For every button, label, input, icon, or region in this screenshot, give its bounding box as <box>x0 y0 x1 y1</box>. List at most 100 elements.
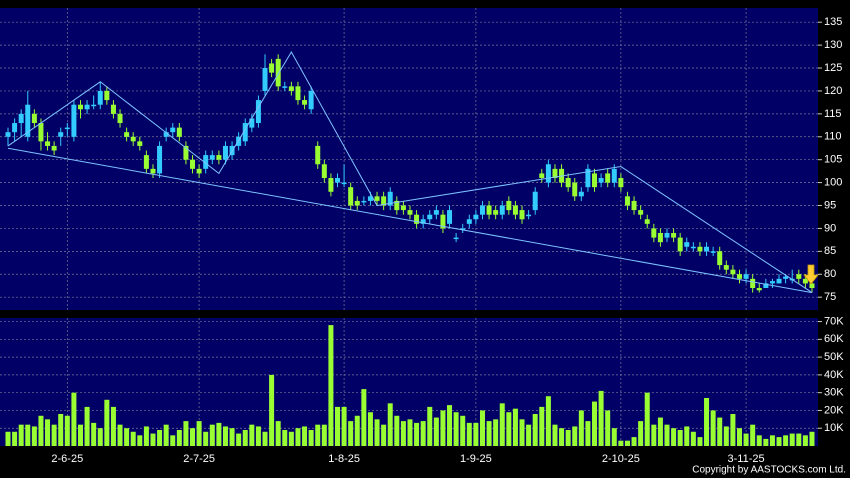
candle-body <box>460 228 466 230</box>
candle-body <box>539 173 545 179</box>
volume-bar <box>12 431 18 446</box>
volume-bar <box>203 431 209 446</box>
volume-bar <box>750 424 756 446</box>
volume-bar <box>783 435 789 446</box>
candle-body <box>519 210 525 220</box>
volume-bar <box>552 424 558 446</box>
volume-bar <box>664 424 670 446</box>
volume-bar <box>565 430 571 446</box>
candle-body <box>117 113 123 124</box>
volume-bar <box>374 419 380 446</box>
volume-bar <box>137 435 143 446</box>
candle-body <box>618 178 624 188</box>
volume-bar <box>71 392 77 446</box>
candle-body <box>479 205 485 215</box>
volume-bar <box>400 421 406 446</box>
y-tick-label: 120 <box>824 85 842 97</box>
candle-body <box>526 214 532 217</box>
candle-body <box>532 191 538 211</box>
x-tick-label: 2-10-25 <box>602 453 640 465</box>
candle-body <box>84 104 90 110</box>
y-tick-label: 40K <box>824 369 844 381</box>
candle-body <box>704 246 710 252</box>
candle-body <box>447 210 453 224</box>
candle-body <box>288 86 294 91</box>
volume-bar <box>796 433 802 446</box>
volume-bar <box>367 412 373 446</box>
candle-body <box>387 191 393 206</box>
y-tick-label: 95 <box>824 199 836 211</box>
candle-body <box>750 278 756 289</box>
y-tick-label: 20K <box>824 404 844 416</box>
volume-bar <box>157 430 163 446</box>
candle-body <box>638 210 644 215</box>
volume-bar <box>183 421 189 446</box>
copyright: Copyright by AASTOCKS.com Ltd. <box>692 465 846 476</box>
volume-bar <box>526 424 532 446</box>
volume-bar <box>572 426 578 446</box>
y-tick-label: 30K <box>824 387 844 399</box>
candle-body <box>802 278 808 284</box>
candle-body <box>64 127 70 130</box>
volume-bar <box>730 414 736 446</box>
candle-body <box>677 237 683 252</box>
candle-body <box>427 214 433 220</box>
volume-bar <box>447 405 453 446</box>
y-tick-label: 90 <box>824 222 836 234</box>
candle-body <box>756 288 762 291</box>
candle-body <box>690 246 696 249</box>
y-tick-label: 105 <box>824 154 842 166</box>
candle-body <box>249 118 255 128</box>
y-tick-label: 50K <box>824 351 844 363</box>
candle-body <box>275 58 281 87</box>
volume-bar <box>209 424 215 446</box>
volume-bar <box>381 424 387 446</box>
candle-body <box>282 86 288 88</box>
candle-body <box>545 164 551 183</box>
y-tick-label: 130 <box>824 39 842 51</box>
plot-layer: 75 80 85 90 95 100 105 110 115 120 125 130 135 10K 20K… <box>0 8 844 465</box>
volume-bar <box>802 435 808 446</box>
candle-body <box>321 164 327 179</box>
candle-body <box>157 145 163 174</box>
volume-bar <box>486 421 492 446</box>
candle-body <box>137 141 143 146</box>
volume-bar <box>163 424 169 446</box>
candle-body <box>440 214 446 229</box>
candle-body <box>644 219 650 224</box>
candle-body <box>578 191 584 197</box>
volume-bar <box>275 421 281 446</box>
volume-bar <box>763 438 769 446</box>
volume-bar <box>466 422 472 446</box>
volume-bar <box>45 419 51 446</box>
candle-body <box>302 100 308 105</box>
volume-bar <box>196 421 202 446</box>
volume-bar <box>255 426 261 446</box>
candle-body <box>605 173 611 183</box>
candle-body <box>45 141 51 146</box>
candle-body <box>624 196 630 206</box>
volume-bar <box>51 424 57 446</box>
candle-body <box>25 104 31 137</box>
volume-bar <box>407 419 413 446</box>
volume-bar <box>335 406 340 446</box>
candle-body <box>710 251 716 253</box>
volume-bar <box>697 437 703 446</box>
candle-body <box>328 178 334 192</box>
candle-body <box>209 155 215 160</box>
candle-body <box>77 104 83 110</box>
candle-body <box>809 283 815 289</box>
candle-body <box>776 278 782 284</box>
volume-bar <box>704 398 710 446</box>
candle-body <box>104 90 110 101</box>
volume-bar <box>176 430 182 446</box>
candle-body <box>769 281 775 284</box>
candle-body <box>5 132 11 137</box>
volume-bar <box>592 401 598 446</box>
candle-body <box>170 127 176 133</box>
volume-bar <box>638 421 644 446</box>
volume-bar <box>493 419 499 446</box>
candle-body <box>18 113 24 124</box>
volume-bar <box>58 414 64 446</box>
candle-body <box>763 283 769 289</box>
